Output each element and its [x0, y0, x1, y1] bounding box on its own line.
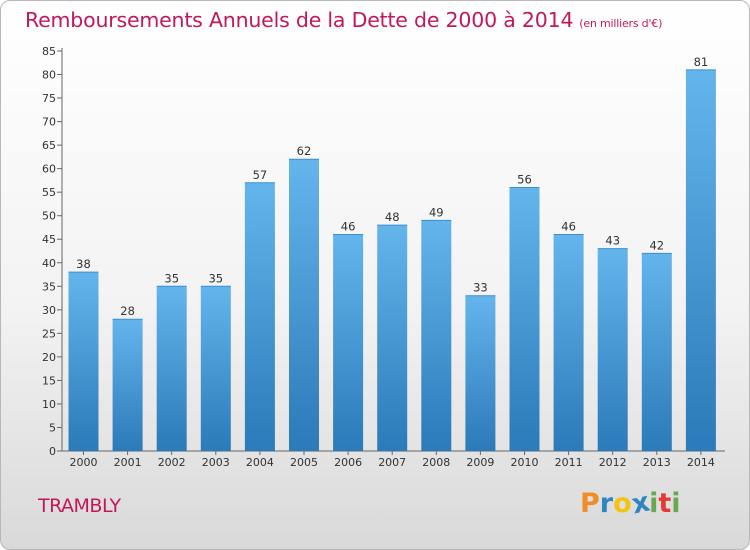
- bar: [156, 286, 187, 451]
- town-name: TRAMBLY: [38, 495, 121, 517]
- y-tick-label: 5: [49, 421, 56, 434]
- x-tick-label: 2014: [687, 456, 715, 469]
- y-tick-label: 65: [42, 139, 56, 152]
- bar: [553, 234, 584, 451]
- y-tick-label: 40: [42, 257, 56, 270]
- y-tick-label: 0: [49, 445, 56, 458]
- y-tick-label: 10: [42, 398, 56, 411]
- x-tick-label: 2000: [70, 456, 98, 469]
- y-tick-label: 75: [42, 92, 56, 105]
- y-tick-label: 85: [42, 45, 56, 58]
- bar-value-label: 49: [429, 205, 444, 219]
- bar: [244, 182, 275, 451]
- y-tick-label: 15: [42, 374, 56, 387]
- x-tick-label: 2011: [555, 456, 583, 469]
- y-tick-label: 55: [42, 186, 56, 199]
- bar: [112, 319, 143, 451]
- bar: [68, 272, 99, 451]
- logo-letter: P: [580, 488, 600, 519]
- bar: [200, 286, 231, 451]
- x-tick-label: 2008: [422, 456, 450, 469]
- bar-value-label: 62: [297, 144, 312, 158]
- bar: [641, 253, 672, 451]
- bar: [289, 159, 319, 451]
- bar-value-label: 46: [341, 220, 356, 234]
- bar-value-label: 35: [208, 271, 223, 285]
- x-tick-label: 2002: [158, 456, 186, 469]
- x-tick-label: 2003: [202, 456, 230, 469]
- bar-value-label: 56: [517, 172, 532, 186]
- x-tick-label: 2001: [114, 456, 142, 469]
- logo-letter: i: [649, 488, 659, 519]
- x-tick-label: 2006: [334, 456, 362, 469]
- bar: [685, 69, 716, 451]
- bar: [333, 234, 364, 451]
- bar-value-label: 33: [473, 281, 488, 295]
- y-tick-label: 60: [42, 163, 56, 176]
- bar: [421, 220, 452, 451]
- y-tick-label: 70: [42, 116, 56, 129]
- y-tick-label: 30: [42, 304, 56, 317]
- logo-letter: i: [671, 488, 681, 519]
- y-tick-label: 80: [42, 69, 56, 82]
- bar-value-label: 46: [561, 220, 576, 234]
- y-tick-label: 25: [42, 327, 56, 340]
- chart-title-text: Remboursements Annuels de la Dette de 20…: [25, 8, 574, 32]
- proxiti-logo: Proxiti: [580, 487, 681, 521]
- y-tick-label: 35: [42, 280, 56, 293]
- bar-value-label: 48: [385, 210, 400, 224]
- logo-letter: t: [658, 488, 672, 519]
- x-tick-label: 2013: [643, 456, 671, 469]
- bar-value-label: 57: [253, 168, 268, 182]
- y-tick-label: 20: [42, 351, 56, 364]
- x-tick-label: 2009: [466, 456, 494, 469]
- chart-unit: (en milliers d'€): [579, 17, 663, 30]
- x-tick-label: 2007: [378, 456, 406, 469]
- bar-value-label: 38: [76, 257, 91, 271]
- logo-letter: o: [613, 488, 632, 519]
- bar-value-label: 28: [120, 304, 135, 318]
- bar: [509, 187, 540, 451]
- bar-value-label: 35: [164, 271, 179, 285]
- bar-value-label: 81: [694, 55, 709, 69]
- x-tick-label: 2012: [599, 456, 627, 469]
- x-tick-label: 2004: [246, 456, 274, 469]
- bar-value-label: 42: [649, 238, 664, 252]
- bar: [465, 295, 496, 451]
- y-tick-label: 45: [42, 233, 56, 246]
- x-tick-label: 2010: [511, 456, 539, 469]
- bar: [377, 225, 408, 451]
- chart-title: Remboursements Annuels de la Dette de 20…: [25, 8, 662, 32]
- logo-letter: r: [599, 488, 614, 519]
- x-tick-label: 2005: [290, 456, 318, 469]
- y-tick-label: 50: [42, 210, 56, 223]
- bar-value-label: 43: [605, 234, 620, 248]
- bar: [597, 248, 628, 451]
